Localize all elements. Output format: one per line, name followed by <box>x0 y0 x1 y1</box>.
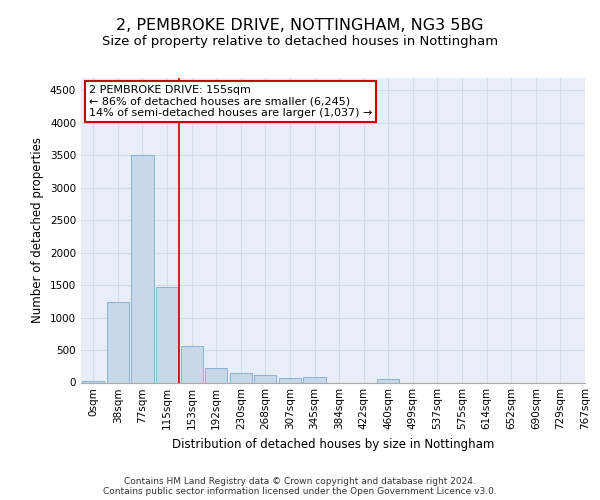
Bar <box>254 374 277 382</box>
Text: Contains HM Land Registry data © Crown copyright and database right 2024.
Contai: Contains HM Land Registry data © Crown c… <box>103 476 497 496</box>
Text: 2, PEMBROKE DRIVE, NOTTINGHAM, NG3 5BG: 2, PEMBROKE DRIVE, NOTTINGHAM, NG3 5BG <box>116 18 484 32</box>
Bar <box>181 346 203 383</box>
Text: Size of property relative to detached houses in Nottingham: Size of property relative to detached ho… <box>102 35 498 48</box>
Bar <box>131 156 154 382</box>
Bar <box>156 287 178 382</box>
Bar <box>107 302 129 382</box>
Bar <box>230 373 252 382</box>
Bar <box>377 378 400 382</box>
Bar <box>205 368 227 382</box>
Text: 2 PEMBROKE DRIVE: 155sqm
← 86% of detached houses are smaller (6,245)
14% of sem: 2 PEMBROKE DRIVE: 155sqm ← 86% of detach… <box>89 85 372 118</box>
Bar <box>304 378 326 382</box>
Y-axis label: Number of detached properties: Number of detached properties <box>31 137 44 323</box>
Bar <box>82 380 104 382</box>
X-axis label: Distribution of detached houses by size in Nottingham: Distribution of detached houses by size … <box>172 438 494 451</box>
Bar <box>279 378 301 382</box>
